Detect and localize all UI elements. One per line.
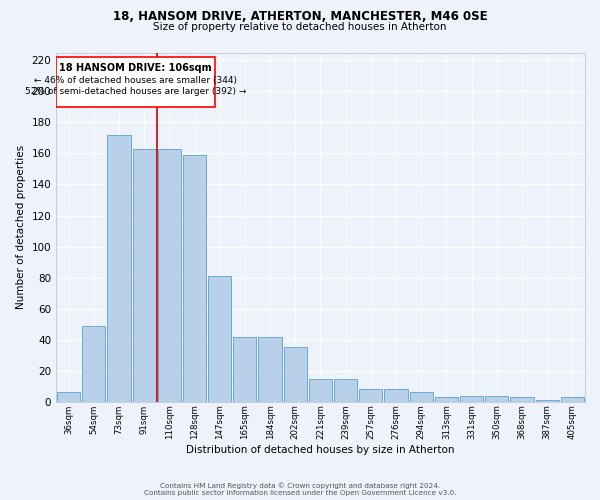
Bar (410, 392, 433, 402)
Bar (259, 336, 281, 402)
Bar (309, 378, 332, 402)
Bar (56, 57, 215, 107)
Bar (511, 397, 533, 402)
Text: Size of property relative to detached houses in Atherton: Size of property relative to detached ho… (153, 22, 447, 32)
Bar (359, 390, 382, 402)
Bar (233, 336, 256, 402)
Bar (57, 392, 80, 402)
Text: ← 46% of detached houses are smaller (344): ← 46% of detached houses are smaller (34… (34, 76, 237, 85)
X-axis label: Distribution of detached houses by size in Atherton: Distribution of detached houses by size … (186, 445, 455, 455)
Bar (284, 348, 307, 402)
Bar (536, 400, 559, 402)
Bar (208, 276, 231, 402)
Bar (435, 397, 458, 402)
Bar (561, 397, 584, 402)
Bar (460, 396, 483, 402)
Bar (82, 326, 106, 402)
Bar (158, 148, 181, 402)
Text: 18, HANSOM DRIVE, ATHERTON, MANCHESTER, M46 0SE: 18, HANSOM DRIVE, ATHERTON, MANCHESTER, … (113, 10, 487, 23)
Text: Contains HM Land Registry data © Crown copyright and database right 2024.: Contains HM Land Registry data © Crown c… (160, 482, 440, 489)
Text: Contains public sector information licensed under the Open Government Licence v3: Contains public sector information licen… (144, 490, 456, 496)
Text: 18 HANSOM DRIVE: 106sqm: 18 HANSOM DRIVE: 106sqm (59, 64, 212, 74)
Bar (107, 135, 131, 402)
Text: 52% of semi-detached houses are larger (392) →: 52% of semi-detached houses are larger (… (25, 86, 246, 96)
Bar (385, 390, 407, 402)
Bar (334, 378, 357, 402)
Y-axis label: Number of detached properties: Number of detached properties (16, 145, 26, 309)
Bar (133, 148, 156, 402)
Bar (485, 396, 508, 402)
Bar (183, 155, 206, 402)
